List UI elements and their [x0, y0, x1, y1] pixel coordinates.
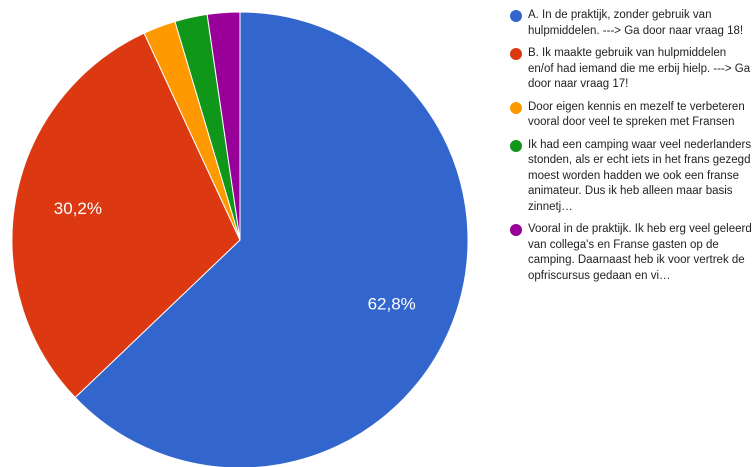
slice-label: 62,8% [368, 294, 416, 313]
legend-swatch [510, 224, 522, 236]
pie-area: 62,8% 30,2% [11, 11, 469, 467]
legend: A. In de praktijk, zonder gebruik van hu… [510, 8, 754, 291]
legend-item: Vooral in de praktijk. Ik heb erg veel g… [510, 222, 754, 284]
legend-item: A. In de praktijk, zonder gebruik van hu… [510, 8, 754, 39]
legend-item: B. Ik maakte gebruik van hulpmiddelen en… [510, 46, 754, 93]
legend-label: Vooral in de praktijk. Ik heb erg veel g… [528, 223, 752, 282]
pie-slice [11, 32, 241, 399]
slice-label: 30,2% [54, 199, 102, 218]
legend-label: A. In de praktijk, zonder gebruik van hu… [528, 9, 744, 37]
legend-item: Ik had een camping waar veel nederlander… [510, 138, 754, 216]
pie-slice [74, 11, 469, 467]
legend-label: Door eigen kennis en mezelf te verbetere… [528, 100, 745, 129]
legend-swatch [510, 139, 522, 152]
legend-item: Door eigen kennis en mezelf te verbetere… [510, 100, 754, 131]
legend-swatch [510, 10, 522, 22]
legend-label: Ik had een camping waar veel nederlander… [528, 138, 752, 213]
legend-swatch [510, 48, 522, 60]
legend-swatch [510, 101, 522, 114]
legend-label: B. Ik maakte gebruik van hulpmiddelen en… [528, 47, 751, 90]
pie-slice [206, 11, 241, 241]
